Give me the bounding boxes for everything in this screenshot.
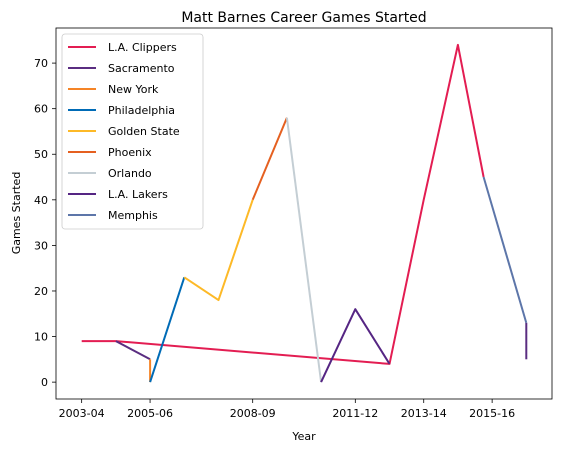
legend: L.A. Clippers Sacramento New York Philadelp… [61, 33, 204, 230]
x-tick-label: 2005-06 [127, 407, 173, 420]
series-line-6 [285, 117, 323, 383]
legend-entry: Phoenix [108, 146, 152, 159]
y-tick-label: 60 [34, 103, 48, 116]
series-line-4 [183, 199, 254, 302]
series-line-5 [251, 117, 288, 201]
x-tick-label: 2008-09 [230, 407, 276, 420]
plot-frame [55, 27, 553, 400]
series-line-7 [320, 308, 391, 383]
y-axis: 0 10 20 30 40 50 60 70 [34, 57, 56, 389]
legend-box [61, 33, 204, 230]
series-line-1 [115, 340, 151, 361]
y-tick-label: 30 [34, 239, 48, 252]
y-axis-label: Games Started [10, 172, 23, 255]
legend-entry: L.A. Clippers [108, 41, 177, 54]
y-tick-label: 20 [34, 285, 48, 298]
chart-title: Matt Barnes Career Games Started [181, 10, 426, 26]
legend-entry: Orlando [108, 167, 152, 180]
y-tick-label: 40 [34, 194, 48, 207]
legend-entry: Golden State [108, 125, 180, 138]
y-tick-label: 70 [34, 57, 48, 70]
x-tick-label: 2013-14 [401, 407, 447, 420]
x-tick-label: 2015-16 [469, 407, 515, 420]
x-axis: 2003-04 2005-06 2008-09 2011-12 2013-14 2015-… [59, 399, 515, 420]
series-line-8 [482, 176, 528, 324]
legend-entry: L.A. Lakers [108, 188, 168, 201]
legend-entry: Sacramento [108, 62, 175, 75]
x-tick-label: 2003-04 [59, 407, 105, 420]
x-tick-label: 2011-12 [332, 407, 378, 420]
legend-entry: New York [108, 83, 159, 96]
legend-entry: Philadelphia [108, 104, 175, 117]
plot-area [81, 43, 528, 383]
series-line-0 [81, 43, 485, 365]
y-tick-label: 0 [41, 376, 48, 389]
y-tick-label: 50 [34, 148, 48, 161]
x-axis-label: Year [291, 430, 316, 443]
legend-entry: Memphis [108, 209, 158, 222]
y-tick-label: 10 [34, 331, 48, 344]
series-line-3 [149, 276, 186, 383]
